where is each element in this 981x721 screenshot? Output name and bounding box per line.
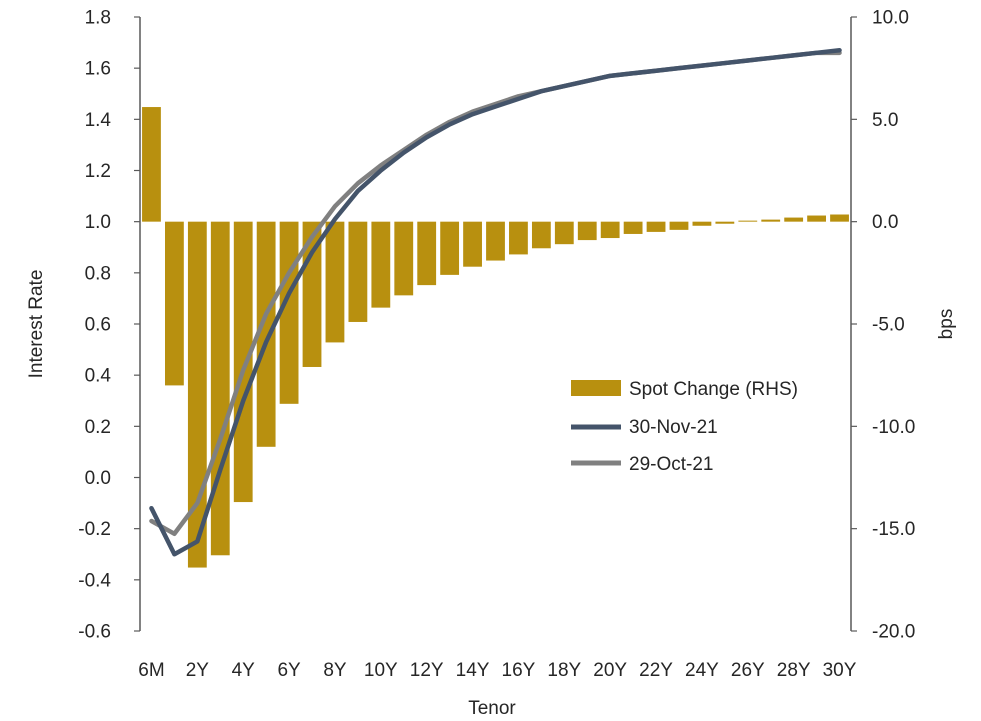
x-axis-ticks: 6M 2Y 4Y 6Y 8Y 10Y 12Y 14Y 16Y 18Y 20Y 22Y 24Y 26Y 28Y… [138, 660, 856, 681]
left-tick-label: 0.8 [85, 263, 111, 284]
left-tick-label: 0.0 [85, 468, 111, 489]
left-tick-label: 0.6 [85, 315, 111, 336]
bar-14Y [463, 221, 482, 267]
left-axis-title: Interest Rate [26, 270, 47, 379]
right-tick-label: -5.0 [872, 315, 905, 336]
bar-15Y [486, 221, 505, 261]
x-tick-label: 22Y [639, 660, 673, 681]
bar-22Y [646, 221, 666, 232]
x-tick-label: 8Y [323, 660, 347, 681]
left-tick-label: -0.2 [78, 519, 111, 540]
bar-27Y [761, 219, 781, 222]
bar-17Y [531, 221, 551, 249]
bar-21Y [623, 221, 643, 234]
bar-11Y [394, 221, 414, 296]
x-tick-label: 30Y [823, 660, 857, 681]
bar-24Y [692, 221, 712, 226]
legend-label-30-nov-21: 30-Nov-21 [629, 417, 718, 438]
x-tick-label: 26Y [731, 660, 765, 681]
bar-16Y [509, 221, 528, 255]
bar-1Y [165, 221, 184, 386]
legend-swatch-spot-change [571, 380, 621, 396]
bar-12Y [417, 221, 437, 286]
bar-10Y [371, 221, 391, 308]
x-axis-title: Tenor [468, 698, 516, 719]
left-tick-label: -0.6 [78, 622, 111, 643]
bar-19Y [577, 221, 597, 241]
bar-6Y [279, 221, 299, 404]
bar-8Y [325, 221, 345, 343]
left-tick-label: 1.2 [85, 161, 111, 182]
right-axis-ticks: 10.0 5.0 0.0 -5.0 -10.0 -15.0 -20.0 [851, 8, 915, 643]
bar-6M [142, 107, 161, 222]
x-tick-label: 2Y [186, 660, 210, 681]
x-tick-label: 28Y [777, 660, 811, 681]
left-tick-label: 1.6 [85, 59, 111, 80]
left-axis-ticks: 1.8 1.6 1.4 1.2 1.0 0.8 0.6 0.4 0.2 0.0 -0.2 -0.4 -0… [78, 8, 140, 643]
line-30-nov-21 [149, 48, 842, 557]
left-tick-label: 0.2 [85, 417, 111, 438]
left-tick-label: 1.8 [85, 8, 111, 29]
bar-series-spot-change [142, 107, 849, 568]
right-tick-label: 0.0 [872, 212, 898, 233]
left-tick-label: 0.4 [85, 366, 112, 387]
legend-label-29-oct-21: 29-Oct-21 [629, 454, 713, 475]
right-tick-label: -10.0 [872, 417, 915, 438]
x-tick-label: 10Y [364, 660, 398, 681]
bar-5Y [256, 221, 276, 447]
chart-legend: Spot Change (RHS) 30-Nov-21 29-Oct-21 [571, 379, 798, 475]
x-tick-label: 14Y [456, 660, 490, 681]
x-tick-label: 16Y [502, 660, 536, 681]
left-tick-label: 1.4 [85, 110, 112, 131]
bar-18Y [554, 221, 574, 245]
bar-3Y [210, 221, 230, 556]
x-tick-label: 24Y [685, 660, 719, 681]
x-tick-label: 20Y [593, 660, 627, 681]
bar-23Y [669, 221, 689, 230]
bar-9Y [348, 221, 368, 322]
x-tick-label: 6Y [277, 660, 301, 681]
x-tick-label: 18Y [547, 660, 581, 681]
bar-26Y [738, 220, 758, 222]
bar-25Y [715, 221, 735, 224]
left-tick-label: 1.0 [85, 212, 111, 233]
bar-20Y [600, 221, 620, 239]
right-tick-label: -20.0 [872, 622, 915, 643]
bar-30Y [830, 214, 849, 222]
right-tick-label: 5.0 [872, 110, 898, 131]
line-29-oct-21 [149, 50, 842, 537]
x-tick-label: 12Y [410, 660, 444, 681]
line-series-group [149, 48, 842, 557]
bar-13Y [440, 221, 460, 275]
right-tick-label: 10.0 [872, 8, 909, 29]
x-tick-label: 4Y [232, 660, 256, 681]
x-tick-label: 6M [138, 660, 164, 681]
bar-28Y [784, 217, 804, 222]
legend-label-spot-change: Spot Change (RHS) [629, 379, 798, 400]
bar-29Y [807, 215, 826, 222]
right-tick-label: -15.0 [872, 519, 915, 540]
bar-2Y [187, 221, 207, 568]
right-axis-title: bps [936, 309, 957, 340]
bar-4Y [233, 221, 253, 503]
left-tick-label: -0.4 [78, 570, 111, 591]
